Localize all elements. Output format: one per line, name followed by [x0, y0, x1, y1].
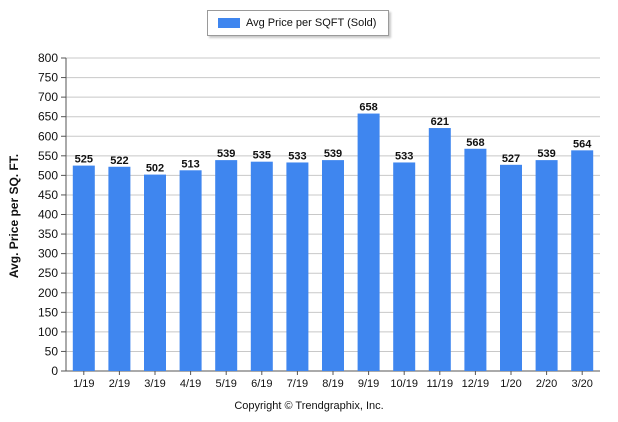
data-label: 533: [288, 150, 306, 162]
y-tick-label: 150: [38, 305, 58, 319]
legend-swatch: [218, 18, 240, 28]
y-tick-label: 600: [38, 129, 58, 143]
data-label: 539: [537, 148, 555, 160]
data-label: 527: [502, 153, 520, 165]
legend-label: Avg Price per SQFT (Sold): [246, 17, 377, 29]
y-tick-label: 200: [38, 286, 58, 300]
data-label: 568: [466, 137, 484, 149]
bar: [535, 160, 558, 371]
x-tick-label: 7/19: [287, 378, 308, 390]
x-tick-label: 3/19: [144, 378, 165, 390]
y-tick-label: 350: [38, 227, 58, 241]
x-tick-label: 1/19: [73, 378, 94, 390]
data-label: 658: [359, 102, 377, 114]
data-label: 539: [217, 148, 235, 160]
data-label: 522: [110, 155, 128, 167]
bar: [179, 170, 202, 371]
bar: [144, 174, 166, 371]
bar: [357, 113, 380, 372]
y-tick-label: 550: [38, 149, 58, 163]
bar: [250, 161, 273, 371]
data-label: 502: [146, 163, 164, 175]
y-tick-label: 100: [38, 325, 58, 339]
y-tick-label: 0: [51, 364, 58, 378]
legend: Avg Price per SQFT (Sold): [207, 10, 389, 36]
bar: [72, 165, 95, 371]
bar: [108, 166, 131, 371]
x-tick-label: 11/19: [426, 378, 453, 390]
data-label: 535: [253, 150, 271, 162]
copyright-text: Copyright © Trendgraphix, Inc.: [234, 400, 384, 412]
x-tick-label: 2/19: [109, 378, 130, 390]
y-tick-label: 400: [38, 208, 58, 222]
bar: [428, 128, 451, 371]
data-label: 525: [75, 154, 93, 166]
y-tick-label: 700: [38, 90, 58, 104]
bar: [500, 164, 522, 371]
y-tick-label: 250: [38, 266, 58, 280]
x-tick-label: 4/19: [180, 378, 201, 390]
x-tick-label: 10/19: [390, 378, 418, 390]
data-label: 513: [181, 158, 199, 170]
data-label: 539: [324, 148, 342, 160]
bar: [322, 160, 344, 371]
bar: [393, 162, 416, 371]
y-axis-title: Avg. Price per SQ. FT.: [7, 153, 21, 279]
y-tick-label: 800: [38, 51, 58, 65]
bar: [215, 160, 238, 371]
bar: [464, 148, 487, 371]
x-tick-label: 9/19: [358, 378, 379, 390]
y-tick-label: 50: [45, 344, 59, 358]
bar: [571, 150, 594, 371]
y-tick-label: 500: [38, 168, 58, 182]
y-tick-label: 300: [38, 247, 58, 261]
data-label: 621: [431, 116, 449, 128]
x-tick-label: 2/20: [536, 378, 557, 390]
y-tick-label: 650: [38, 110, 58, 124]
x-tick-label: 12/19: [462, 378, 490, 390]
data-label: 533: [395, 150, 413, 162]
y-tick-label: 450: [38, 188, 58, 202]
x-tick-label: 6/19: [251, 378, 272, 390]
x-tick-label: 5/19: [215, 378, 236, 390]
y-tick-label: 750: [38, 71, 58, 85]
data-label: 564: [573, 138, 592, 150]
x-tick-label: 3/20: [571, 378, 592, 390]
x-tick-label: 8/19: [322, 378, 343, 390]
bar: [286, 162, 309, 371]
x-tick-label: 1/20: [500, 378, 521, 390]
